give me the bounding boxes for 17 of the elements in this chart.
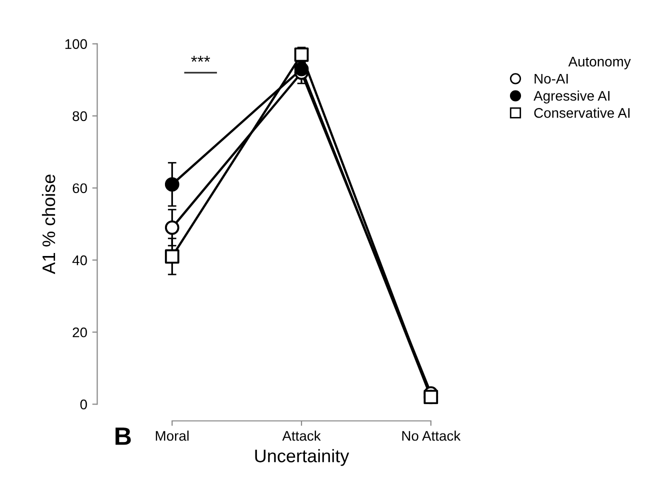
annotation: *** (191, 56, 210, 62)
legend-title: Autonomy (568, 56, 631, 70)
y-tick-label: 60 (72, 183, 87, 194)
x-tick-label: Attack (282, 430, 321, 441)
legend-label: Conservative AI (534, 108, 630, 118)
text: B (116, 428, 131, 445)
y-axis-title: A1 % choise (42, 174, 56, 274)
legend-label: No-AI (534, 74, 568, 84)
x-axis-title: Uncertainity (255, 449, 350, 466)
y-tick-label: 0 (80, 400, 87, 410)
y-tick-label: 40 (72, 255, 87, 266)
y-tick-label: 20 (72, 327, 87, 338)
x-tick-label: Moral (156, 430, 189, 441)
x-tick-label: No Attack (402, 430, 461, 441)
y-tick-label: 100 (65, 39, 87, 49)
y-tick-label: 80 (72, 111, 87, 122)
legend-label: Agressive AI (534, 90, 610, 104)
